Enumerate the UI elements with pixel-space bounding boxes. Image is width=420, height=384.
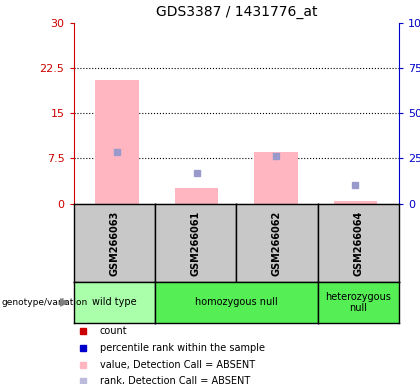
Text: GSM266063: GSM266063: [109, 210, 119, 275]
Text: GSM266064: GSM266064: [353, 210, 363, 275]
Bar: [254, 152, 298, 204]
Text: heterozygous
null: heterozygous null: [326, 291, 391, 313]
Text: percentile rank within the sample: percentile rank within the sample: [100, 343, 265, 353]
Text: wild type: wild type: [92, 297, 136, 308]
Text: homozygous null: homozygous null: [195, 297, 278, 308]
Title: GDS3387 / 1431776_at: GDS3387 / 1431776_at: [155, 5, 317, 19]
Text: count: count: [100, 326, 127, 336]
Text: genotype/variation: genotype/variation: [2, 298, 88, 307]
Bar: [95, 80, 139, 204]
Bar: [175, 189, 218, 204]
Text: GSM266062: GSM266062: [272, 210, 282, 275]
Text: value, Detection Call = ABSENT: value, Detection Call = ABSENT: [100, 359, 255, 369]
Text: GSM266061: GSM266061: [191, 210, 201, 275]
Text: rank, Detection Call = ABSENT: rank, Detection Call = ABSENT: [100, 376, 250, 384]
Bar: [333, 200, 377, 204]
